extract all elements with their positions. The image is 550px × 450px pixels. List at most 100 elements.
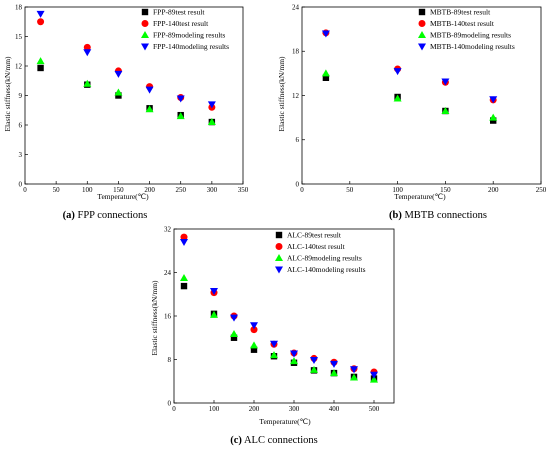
caption-text: ALC connections (244, 435, 318, 446)
data-point (310, 357, 318, 365)
data-point (145, 86, 154, 94)
legend-label: MBTB-140modeling results (430, 42, 515, 51)
data-point (36, 10, 45, 18)
panel-caption: (b) MBTB connections (389, 210, 487, 221)
data-point (83, 43, 91, 51)
x-tick-label: 250 (175, 186, 186, 194)
data-point (180, 239, 188, 247)
data-point (441, 78, 450, 86)
data-point (310, 365, 318, 373)
x-tick-label: 0 (172, 405, 176, 413)
legend-label: FPP-140test result (153, 19, 209, 28)
x-tick-label: 0 (23, 186, 27, 194)
data-point (489, 113, 498, 121)
data-point (176, 112, 185, 120)
data-point (290, 350, 298, 358)
data-point (441, 106, 450, 114)
legend-marker (275, 266, 283, 274)
data-point (489, 96, 498, 104)
legend-label: MBTB-89modeling results (430, 31, 511, 40)
panel-fpp: Elastic stiffness(kN/mm) Temperature(℃) … (3, 3, 249, 221)
legend-label: FPP-140modeling results (153, 42, 229, 51)
y-tick-label: 24 (164, 269, 172, 277)
data-point (230, 329, 238, 337)
panel-alc: Elastic stiffness(kN/mm) Temperature(℃) … (150, 225, 395, 446)
caption-letter: (a) (63, 210, 76, 221)
data-point (250, 346, 258, 353)
data-point (180, 273, 188, 281)
data-point (36, 57, 45, 65)
data-point (350, 373, 358, 381)
x-tick-label: 50 (346, 186, 354, 194)
data-point (290, 357, 298, 365)
y-tick-label: 24 (292, 3, 300, 11)
y-tick-label: 18 (15, 3, 23, 11)
data-point (393, 94, 402, 102)
legend-label: MBTB-140test result (430, 19, 495, 28)
x-tick-label: 100 (82, 186, 93, 194)
data-point (250, 341, 258, 349)
caption-text: FPP connections (77, 210, 147, 221)
legend-marker (418, 8, 426, 16)
x-tick-label: 0 (300, 186, 304, 194)
x-axis-label: Temperature(℃) (259, 417, 311, 426)
data-point (207, 101, 216, 109)
x-tick-label: 200 (249, 405, 260, 413)
caption-letter: (c) (230, 435, 242, 446)
x-tick-label: 500 (369, 405, 380, 413)
caption-text: MBTB connections (404, 210, 487, 221)
y-axis-label: Elastic stiffness(kN/mm) (3, 56, 12, 132)
legend-marker (275, 254, 283, 261)
y-tick-label: 8 (168, 356, 172, 364)
y-tick-label: 16 (164, 312, 172, 320)
y-tick-label: 32 (164, 225, 172, 233)
data-point (176, 95, 185, 103)
x-tick-label: 300 (207, 186, 218, 194)
data-point (270, 351, 278, 359)
legend-marker (275, 243, 283, 250)
legend-marker (418, 43, 426, 51)
legend-marker (141, 8, 149, 16)
x-tick-label: 200 (144, 186, 155, 194)
x-tick-label: 200 (488, 186, 499, 194)
legend-marker (418, 31, 426, 38)
data-point (270, 340, 278, 348)
data-point (350, 366, 358, 374)
data-point (370, 371, 378, 379)
caption-letter: (b) (389, 210, 402, 221)
data-point (370, 375, 378, 383)
y-tick-label: 9 (19, 92, 23, 100)
data-point (393, 68, 402, 76)
legend-label: ALC-140modeling results (287, 265, 366, 274)
data-point (250, 326, 258, 334)
panel-caption: (a) FPP connections (63, 210, 148, 221)
data-point (321, 69, 330, 77)
data-point (322, 74, 330, 81)
data-point (114, 88, 123, 96)
x-tick-label: 50 (53, 186, 61, 194)
y-tick-label: 0 (168, 399, 172, 407)
data-point (330, 369, 338, 377)
panel-caption: (c) ALC connections (230, 435, 317, 446)
data-point (207, 118, 216, 126)
panel-mbtb: Elastic stiffness(kN/mm) Temperature(℃) … (277, 3, 547, 221)
legend-marker (141, 20, 149, 27)
legend-label: ALC-140test result (287, 242, 346, 251)
data-point (145, 105, 154, 113)
y-tick-label: 18 (292, 48, 300, 56)
y-tick-label: 6 (19, 121, 23, 129)
y-tick-label: 0 (296, 180, 300, 188)
data-point (210, 287, 218, 295)
legend-marker (141, 31, 149, 38)
x-tick-label: 250 (536, 186, 547, 194)
data-point (250, 322, 258, 330)
data-point (210, 310, 218, 318)
data-point (114, 70, 123, 78)
x-tick-label: 150 (440, 186, 451, 194)
data-point (321, 30, 330, 38)
x-tick-label: 300 (289, 405, 300, 413)
data-point (230, 314, 238, 322)
x-tick-label: 150 (113, 186, 124, 194)
data-point (230, 334, 238, 341)
